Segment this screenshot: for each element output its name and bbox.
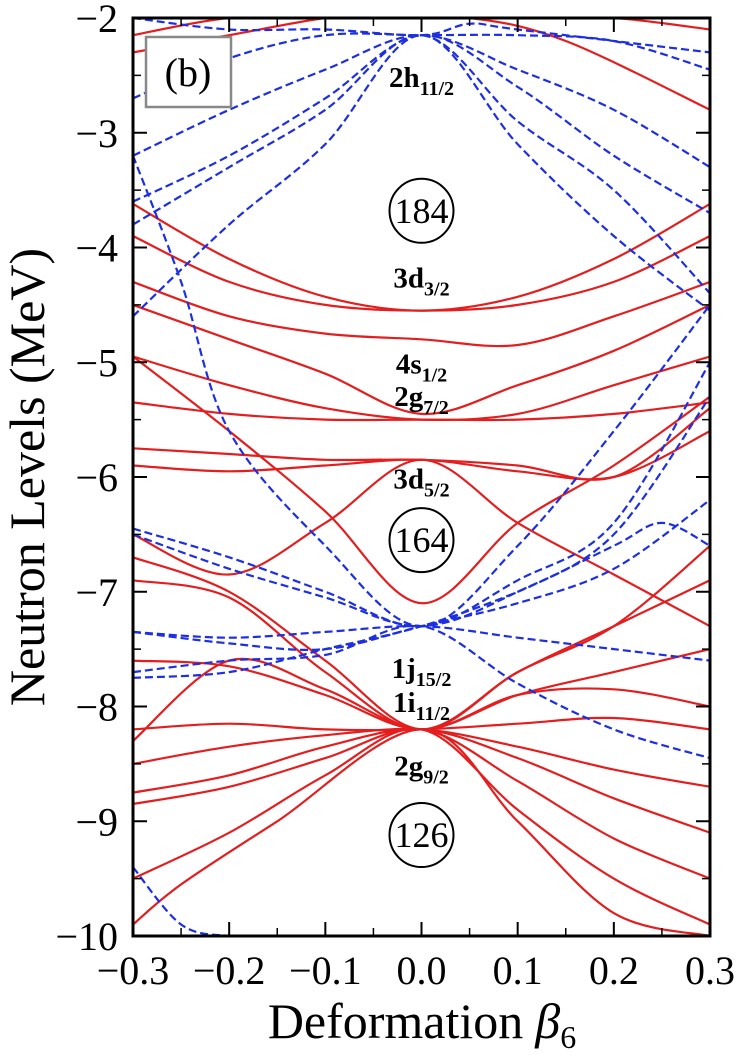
magic-number-circle xyxy=(388,507,455,574)
axis-ticks: −0.3 −0.2 −0.1 0.0 0.1 0.2 0.3 −2 −3 −4 −5 −6 −7 −8 −9… xyxy=(55,0,735,993)
x-axis-title: Deformation β6 xyxy=(268,993,576,1055)
level-label-main: 2h xyxy=(389,62,420,94)
y-axis-title: Neutron Levels (MeV) xyxy=(0,248,55,706)
level-curve-negative-24 xyxy=(133,34,710,215)
y-tick-label: −3 xyxy=(75,111,118,156)
level-label-sub: 11/2 xyxy=(420,78,454,100)
level-label: 3d5/2 xyxy=(393,463,449,501)
panel-label-text: (b) xyxy=(165,50,212,95)
magic-number: 184 xyxy=(388,177,455,244)
magic-number-markers: 184 164 126 xyxy=(388,177,455,869)
x-tick-label: −0.1 xyxy=(289,948,362,993)
y-tick-label: −4 xyxy=(75,226,118,271)
x-tick-label: 0.0 xyxy=(397,948,447,993)
level-label-sub: 15/2 xyxy=(416,669,452,691)
level-label: 4s1/2 xyxy=(396,349,447,387)
panel-label-box xyxy=(144,35,233,109)
magic-number-label: 126 xyxy=(395,815,449,855)
x-tick-label: −0.3 xyxy=(97,948,170,993)
level-curve-negative-28 xyxy=(133,155,710,628)
level-label: 2g7/2 xyxy=(394,381,449,419)
level-label-main: 4s xyxy=(396,349,422,381)
level-label: 2g9/2 xyxy=(394,750,449,788)
magic-number-label: 164 xyxy=(395,520,449,560)
level-curve-positive-5 xyxy=(133,401,710,422)
magic-number: 164 xyxy=(388,507,455,574)
panel-label: (b) xyxy=(144,35,233,109)
x-tick-label: 0.3 xyxy=(685,948,735,993)
level-curve-positive-9 xyxy=(133,458,710,628)
level-label-sub: 1/2 xyxy=(422,365,448,387)
level-labels: 2h11/23d3/24s1/22g7/23d5/21j15/21i11/22g… xyxy=(389,62,454,788)
level-label: 1i11/2 xyxy=(393,687,450,725)
level-label-main: 2g xyxy=(394,750,424,782)
level-curve-positive-2 xyxy=(133,280,710,348)
level-label-main: 2g xyxy=(394,381,424,413)
level-curve-negative-27 xyxy=(133,34,710,318)
y-tick-label: −5 xyxy=(75,340,118,385)
level-curve-positive-1 xyxy=(133,235,710,312)
level-label: 2h11/2 xyxy=(389,62,454,100)
x-axis-title-text: Deformation xyxy=(268,993,523,1049)
level-curve-positive-3 xyxy=(133,303,710,416)
magic-number-label: 184 xyxy=(395,191,449,231)
level-label-sub: 5/2 xyxy=(424,479,450,501)
magic-number-circle xyxy=(388,802,455,869)
y-tick-label: −9 xyxy=(75,799,118,844)
y-tick-label: −8 xyxy=(75,685,118,730)
level-label-sub: 11/2 xyxy=(416,703,450,725)
x-axis-title-symbol: β xyxy=(534,993,560,1049)
x-tick-label: 0.2 xyxy=(589,948,639,993)
x-axis-title-subscript: 6 xyxy=(560,1019,576,1055)
level-curve-positive-19 xyxy=(133,728,710,936)
level-label-main: 1i xyxy=(393,687,416,719)
magic-number-circle xyxy=(388,177,455,244)
y-tick-label: −2 xyxy=(75,0,118,41)
level-label-main: 3d xyxy=(393,263,424,295)
x-tick-label: 0.1 xyxy=(493,948,543,993)
level-label-sub: 7/2 xyxy=(423,397,449,419)
level-curve-negative-33 xyxy=(133,521,710,679)
level-label-sub: 9/2 xyxy=(423,766,449,788)
level-label-sub: 3/2 xyxy=(424,279,450,301)
level-label-main: 1j xyxy=(392,653,416,685)
level-curve-positive-21 xyxy=(133,18,710,111)
level-label: 1j15/2 xyxy=(392,653,452,691)
level-label-main: 3d xyxy=(393,463,424,495)
y-tick-label: −6 xyxy=(75,455,118,500)
magic-number: 126 xyxy=(388,802,455,869)
y-tick-label: −10 xyxy=(55,914,118,959)
x-tick-label: −0.2 xyxy=(193,948,266,993)
level-curve-negative-29 xyxy=(133,361,710,628)
level-curve-negative-34 xyxy=(133,624,710,760)
y-tick-label: −7 xyxy=(75,570,118,615)
level-label: 3d3/2 xyxy=(393,263,449,301)
